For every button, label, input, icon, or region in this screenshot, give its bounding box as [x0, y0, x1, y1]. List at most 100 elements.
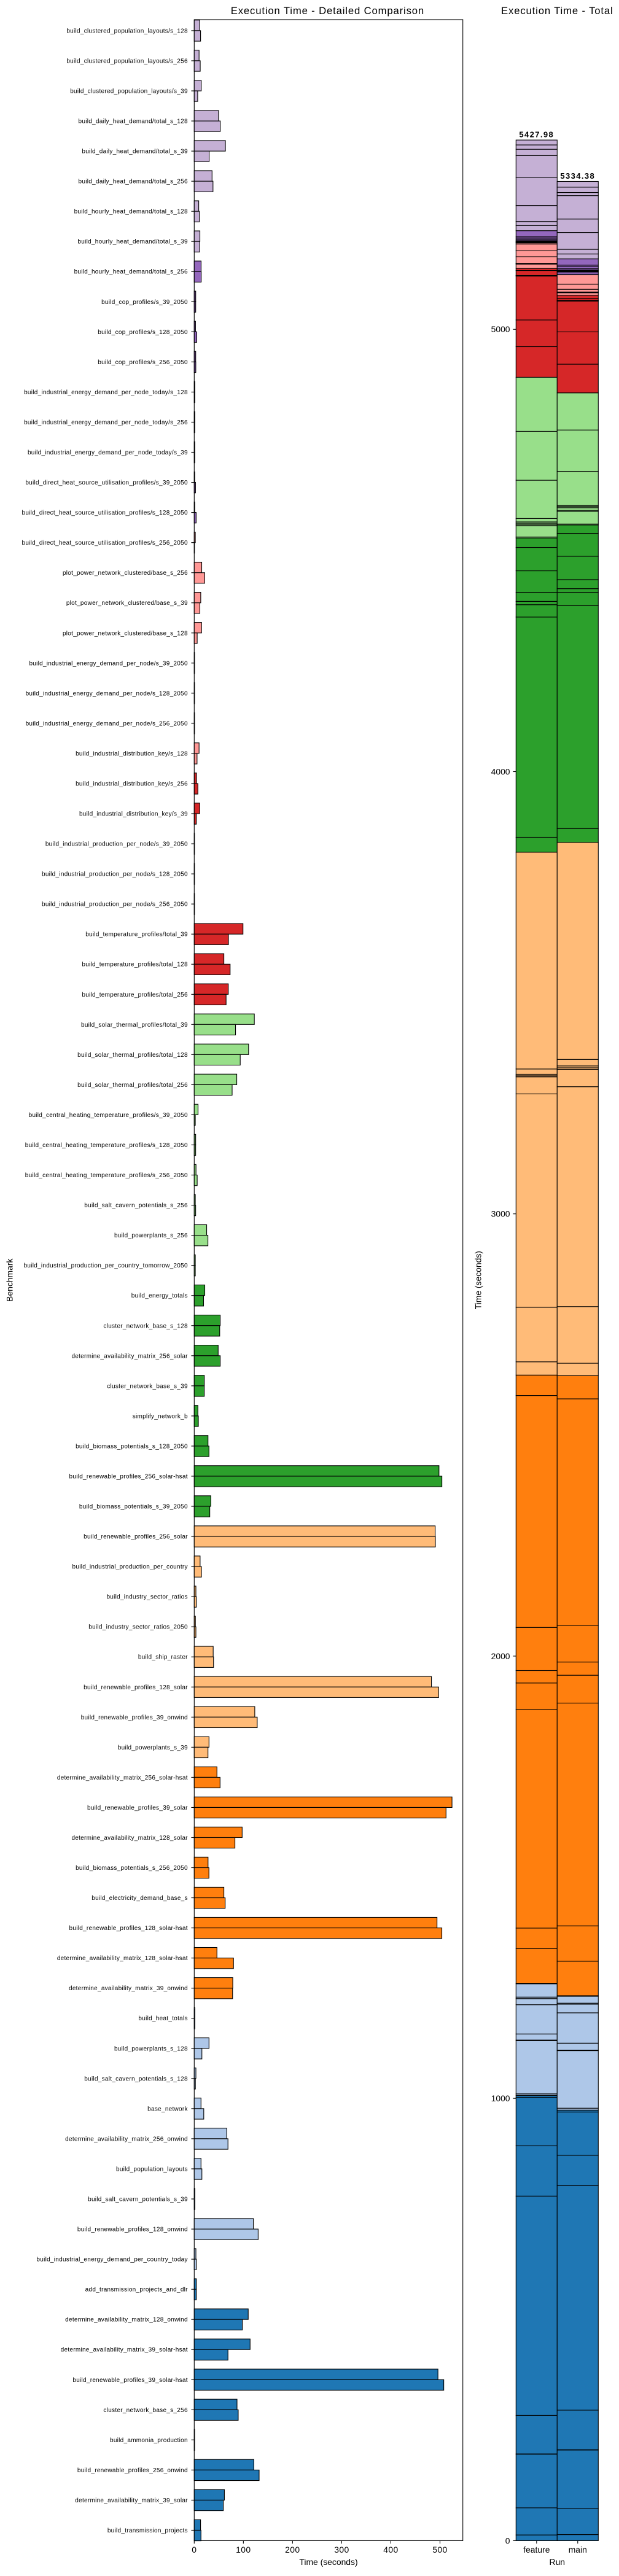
svg-text:Time (seconds): Time (seconds) — [473, 1251, 483, 1309]
svg-text:build_industrial_energy_demand: build_industrial_energy_demand_per_node_… — [24, 389, 188, 396]
svg-text:determine_availability_matrix_: determine_availability_matrix_39_solar — [75, 2497, 188, 2504]
svg-text:determine_availability_matrix_: determine_availability_matrix_128_solar-… — [57, 1955, 188, 1962]
svg-text:build_industrial_production_pe: build_industrial_production_per_country — [72, 1564, 188, 1571]
svg-text:build_hourly_heat_demand/total: build_hourly_heat_demand/total_s_39 — [77, 239, 188, 246]
svg-text:build_central_heating_temperat: build_central_heating_temperature_profil… — [25, 1142, 188, 1149]
svg-text:build_industrial_production_pe: build_industrial_production_per_node/s_3… — [45, 841, 188, 848]
svg-text:build_biomass_potentials_s_128: build_biomass_potentials_s_128_2050 — [76, 1443, 188, 1450]
svg-text:200: 200 — [285, 2545, 300, 2555]
svg-text:Execution Time - Total: Execution Time - Total — [501, 5, 613, 17]
svg-text:plot_power_network_clustered/b: plot_power_network_clustered/base_s_256 — [63, 570, 188, 577]
svg-text:400: 400 — [383, 2545, 398, 2555]
svg-text:cluster_network_base_s_128: cluster_network_base_s_128 — [103, 1323, 188, 1329]
svg-text:build_salt_cavern_potentials_s: build_salt_cavern_potentials_s_128 — [84, 2076, 188, 2082]
svg-text:500: 500 — [432, 2545, 447, 2555]
svg-text:Time (seconds): Time (seconds) — [299, 2557, 357, 2567]
svg-text:build_salt_cavern_potentials_s: build_salt_cavern_potentials_s_39 — [88, 2197, 188, 2203]
svg-text:build_powerplants_s_128: build_powerplants_s_128 — [114, 2045, 188, 2052]
svg-text:build_renewable_profiles_128_s: build_renewable_profiles_128_solar — [84, 1684, 188, 1691]
svg-text:build_clustered_population_lay: build_clustered_population_layouts/s_256 — [66, 58, 188, 64]
svg-text:base_network: base_network — [147, 2106, 188, 2112]
svg-text:build_powerplants_s_39: build_powerplants_s_39 — [118, 1745, 188, 1751]
svg-text:build_industrial_energy_demand: build_industrial_energy_demand_per_node/… — [26, 720, 188, 727]
svg-text:build_salt_cavern_potentials_s: build_salt_cavern_potentials_s_256 — [84, 1202, 188, 1209]
svg-text:1000: 1000 — [491, 2093, 510, 2103]
svg-text:build_renewable_profiles_128_s: build_renewable_profiles_128_solar-hsat — [69, 1925, 188, 1932]
svg-text:Execution Time - Detailed Comp: Execution Time - Detailed Comparison — [231, 5, 424, 17]
svg-text:simplify_network_b: simplify_network_b — [133, 1413, 188, 1420]
svg-text:Run: Run — [550, 2557, 565, 2567]
svg-text:build_industrial_distribution_: build_industrial_distribution_key/s_256 — [76, 780, 188, 787]
svg-text:determine_availability_matrix_: determine_availability_matrix_256_solar — [71, 1353, 188, 1360]
svg-text:build_renewable_profiles_256_o: build_renewable_profiles_256_onwind — [77, 2467, 188, 2474]
svg-text:build_direct_heat_source_utili: build_direct_heat_source_utilisation_pro… — [21, 510, 187, 516]
svg-text:5000: 5000 — [491, 324, 510, 334]
svg-text:build_cop_profiles/s_256_2050: build_cop_profiles/s_256_2050 — [98, 359, 188, 366]
svg-text:build_cop_profiles/s_128_2050: build_cop_profiles/s_128_2050 — [98, 329, 188, 336]
svg-text:feature: feature — [523, 2545, 550, 2555]
svg-text:build_solar_thermal_profiles/t: build_solar_thermal_profiles/total_39 — [81, 1022, 188, 1029]
svg-text:build_hourly_heat_demand/total: build_hourly_heat_demand/total_s_128 — [74, 209, 188, 216]
svg-text:build_industrial_distribution_: build_industrial_distribution_key/s_128 — [76, 750, 188, 757]
svg-text:build_daily_heat_demand/total_: build_daily_heat_demand/total_s_128 — [79, 119, 188, 125]
svg-text:0: 0 — [505, 2535, 510, 2545]
svg-text:main: main — [569, 2545, 587, 2555]
svg-text:determine_availability_matrix_: determine_availability_matrix_39_onwind — [69, 1985, 188, 1992]
svg-text:add_transmission_projects_and_: add_transmission_projects_and_dlr — [85, 2287, 189, 2294]
svg-text:determine_availability_matrix_: determine_availability_matrix_128_onwind — [65, 2317, 188, 2324]
svg-text:build_industrial_distribution_: build_industrial_distribution_key/s_39 — [79, 811, 188, 818]
svg-text:build_population_layouts: build_population_layouts — [116, 2166, 188, 2173]
svg-text:determine_availability_matrix_: determine_availability_matrix_256_onwind — [65, 2136, 188, 2142]
svg-text:determine_availability_matrix_: determine_availability_matrix_128_solar — [71, 1835, 188, 1842]
svg-text:build_electricity_demand_base_: build_electricity_demand_base_s — [91, 1895, 188, 1902]
svg-text:300: 300 — [334, 2545, 349, 2555]
svg-text:build_renewable_profiles_39_so: build_renewable_profiles_39_solar — [87, 1805, 188, 1811]
svg-text:build_industrial_production_pe: build_industrial_production_per_node/s_2… — [42, 901, 188, 908]
svg-text:cluster_network_base_s_256: cluster_network_base_s_256 — [103, 2407, 188, 2414]
svg-text:build_renewable_profiles_256_s: build_renewable_profiles_256_solar — [84, 1534, 188, 1541]
svg-text:3000: 3000 — [491, 1209, 510, 1219]
svg-text:build_heat_totals: build_heat_totals — [138, 2015, 187, 2022]
svg-text:build_industry_sector_ratios: build_industry_sector_ratios — [106, 1594, 187, 1601]
svg-text:build_energy_totals: build_energy_totals — [131, 1293, 188, 1299]
svg-text:build_biomass_potentials_s_256: build_biomass_potentials_s_256_2050 — [76, 1865, 188, 1872]
svg-text:build_biomass_potentials_s_39_: build_biomass_potentials_s_39_2050 — [79, 1504, 188, 1511]
svg-text:cluster_network_base_s_39: cluster_network_base_s_39 — [107, 1383, 188, 1390]
svg-text:build_ammonia_production: build_ammonia_production — [110, 2437, 188, 2444]
svg-text:build_industrial_production_pe: build_industrial_production_per_country_… — [24, 1263, 188, 1269]
svg-text:build_daily_heat_demand/total_: build_daily_heat_demand/total_s_256 — [79, 179, 188, 185]
svg-text:build_industrial_production_pe: build_industrial_production_per_node/s_1… — [42, 871, 188, 878]
svg-text:0: 0 — [192, 2545, 197, 2555]
svg-text:build_direct_heat_source_utili: build_direct_heat_source_utilisation_pro… — [25, 480, 188, 486]
svg-text:build_central_heating_temperat: build_central_heating_temperature_profil… — [25, 1172, 188, 1179]
svg-text:build_industrial_energy_demand: build_industrial_energy_demand_per_node/… — [29, 660, 188, 667]
svg-text:build_industrial_energy_demand: build_industrial_energy_demand_per_node_… — [24, 419, 188, 426]
svg-text:build_clustered_population_lay: build_clustered_population_layouts/s_39 — [70, 88, 188, 95]
svg-text:build_industry_sector_ratios_2: build_industry_sector_ratios_2050 — [88, 1624, 188, 1631]
svg-text:determine_availability_matrix_: determine_availability_matrix_39_solar-h… — [61, 2347, 188, 2354]
svg-text:Benchmark: Benchmark — [5, 1259, 15, 1302]
svg-text:build_renewable_profiles_256_s: build_renewable_profiles_256_solar-hsat — [69, 1473, 188, 1480]
svg-text:build_direct_heat_source_utili: build_direct_heat_source_utilisation_pro… — [21, 540, 187, 547]
svg-text:build_renewable_profiles_39_on: build_renewable_profiles_39_onwind — [81, 1714, 188, 1721]
svg-text:plot_power_network_clustered/b: plot_power_network_clustered/base_s_128 — [63, 630, 188, 637]
svg-text:build_industrial_energy_demand: build_industrial_energy_demand_per_count… — [36, 2257, 187, 2263]
svg-text:build_daily_heat_demand/total_: build_daily_heat_demand/total_s_39 — [82, 149, 188, 155]
svg-text:4000: 4000 — [491, 766, 510, 776]
svg-text:build_industrial_energy_demand: build_industrial_energy_demand_per_node_… — [28, 449, 188, 456]
svg-text:plot_power_network_clustered/b: plot_power_network_clustered/base_s_39 — [66, 600, 188, 607]
svg-text:build_renewable_profiles_39_so: build_renewable_profiles_39_solar-hsat — [72, 2377, 187, 2384]
svg-text:100: 100 — [236, 2545, 251, 2555]
svg-text:build_central_heating_temperat: build_central_heating_temperature_profil… — [29, 1112, 188, 1119]
svg-text:build_hourly_heat_demand/total: build_hourly_heat_demand/total_s_256 — [74, 269, 188, 276]
svg-text:5334.38: 5334.38 — [560, 171, 595, 181]
svg-text:build_solar_thermal_profiles/t: build_solar_thermal_profiles/total_128 — [77, 1052, 188, 1059]
svg-text:build_renewable_profiles_128_o: build_renewable_profiles_128_onwind — [77, 2227, 188, 2233]
svg-text:build_temperature_profiles/tot: build_temperature_profiles/total_39 — [85, 932, 188, 938]
svg-text:build_cop_profiles/s_39_2050: build_cop_profiles/s_39_2050 — [101, 299, 188, 306]
svg-text:5427.98: 5427.98 — [519, 130, 554, 139]
svg-text:build_temperature_profiles/tot: build_temperature_profiles/total_128 — [82, 962, 188, 968]
svg-text:build_solar_thermal_profiles/t: build_solar_thermal_profiles/total_256 — [77, 1082, 188, 1089]
svg-text:build_temperature_profiles/tot: build_temperature_profiles/total_256 — [82, 992, 188, 998]
svg-text:build_powerplants_s_256: build_powerplants_s_256 — [114, 1232, 188, 1239]
